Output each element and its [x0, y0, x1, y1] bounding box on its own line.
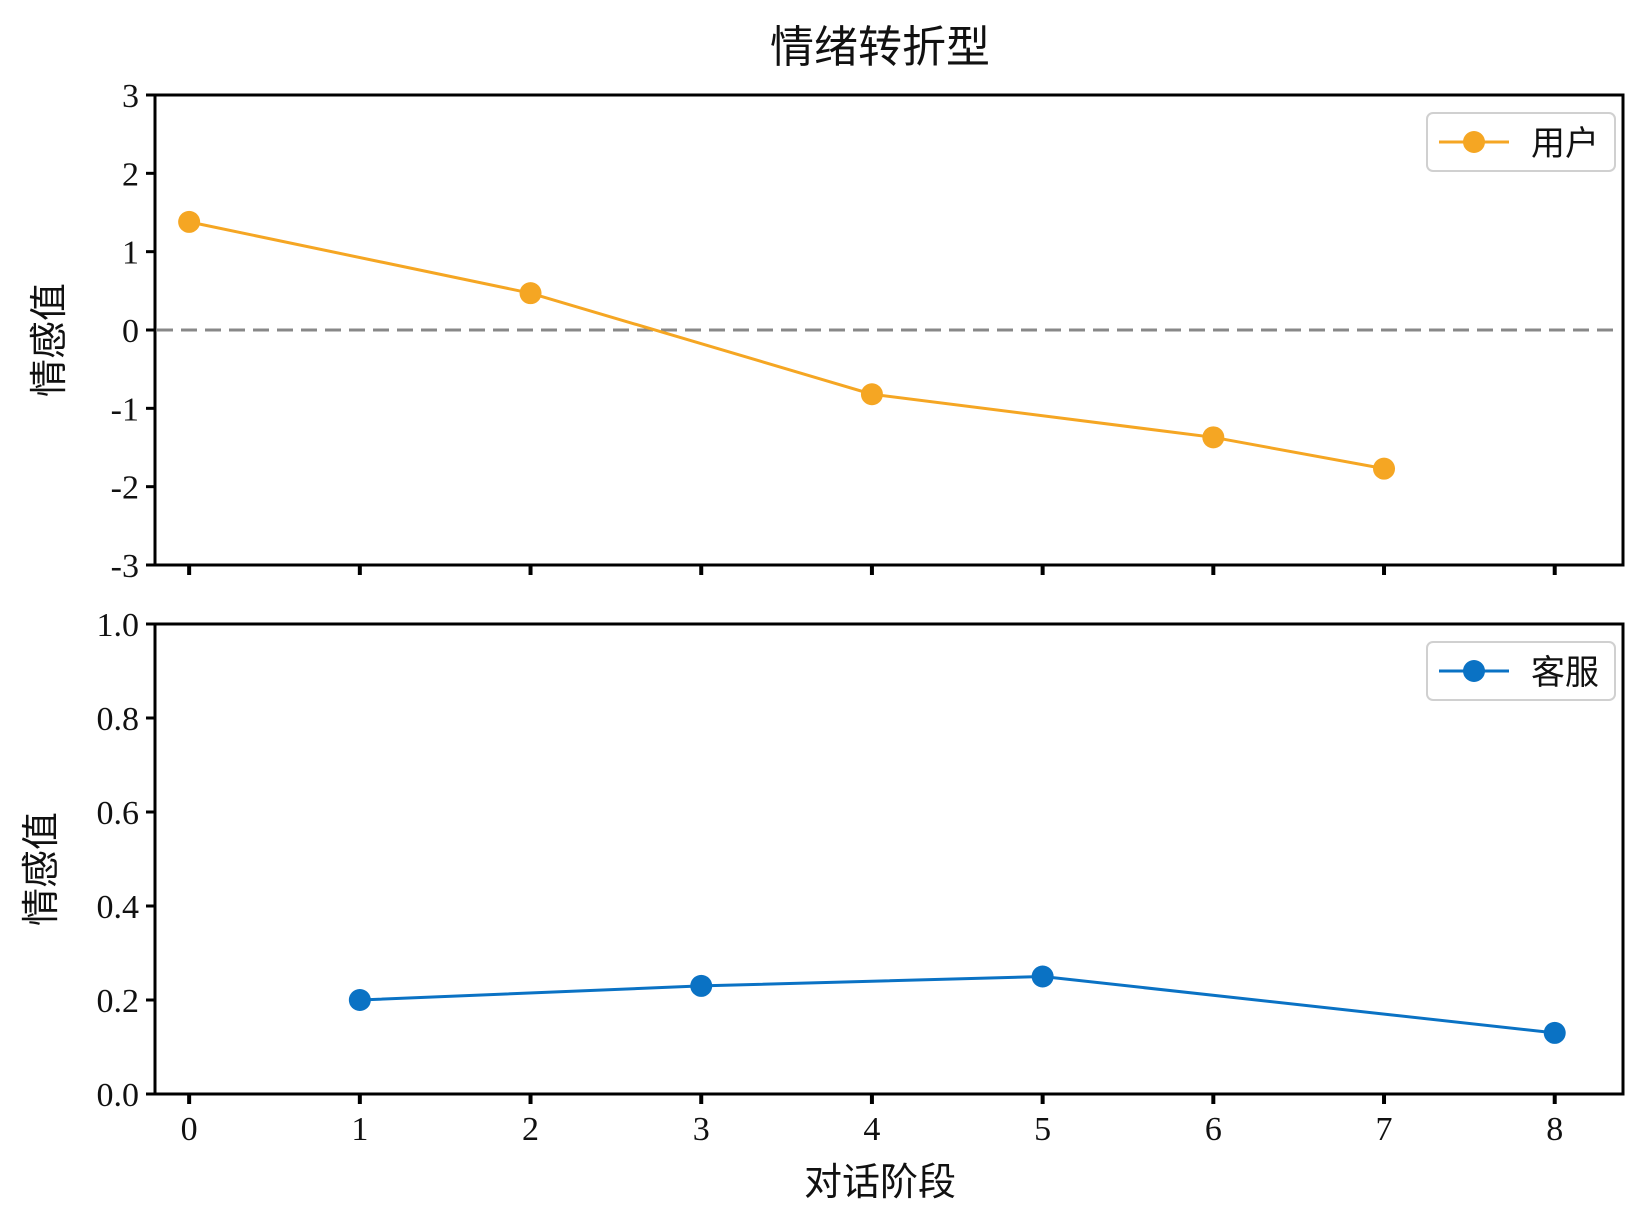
bottom-data-point	[690, 974, 713, 997]
x-tick-label: 4	[863, 1111, 880, 1148]
bottom-y-tick-label: 0.4	[97, 889, 140, 926]
x-tick-label: 5	[1034, 1111, 1051, 1148]
top-legend: 用户	[1426, 112, 1616, 172]
bottom-y-tick-label: 0.0	[97, 1077, 140, 1114]
top-y-tick-label: 3	[122, 78, 139, 115]
bottom-panel-agent: 情感值 1.0 0.8 0.6 0.4 0.2 0.0 0 1 2 3 4 5 6 7 8 客服	[19, 607, 1625, 1148]
bottom-data-point	[1543, 1021, 1566, 1044]
bottom-data-point	[1031, 965, 1054, 988]
bottom-legend-box	[1426, 641, 1616, 701]
bottom-legend-marker	[1463, 660, 1485, 682]
top-y-tick-label: -3	[111, 548, 139, 585]
top-y-tick-label: 1	[122, 235, 139, 272]
x-tick-label: 0	[181, 1111, 198, 1148]
chart-title: 情绪转折型	[770, 22, 990, 73]
top-y-tick-label: 2	[122, 156, 139, 193]
top-data-point	[1373, 457, 1396, 480]
bottom-y-tick-label: 0.8	[97, 701, 140, 738]
top-legend-label: 用户	[1531, 124, 1599, 164]
x-tick-label: 2	[522, 1111, 539, 1148]
bottom-plot-frame	[153, 622, 1625, 1096]
bottom-legend-label: 客服	[1531, 653, 1599, 693]
top-y-tick-label: -1	[111, 391, 139, 428]
top-data-point	[1202, 426, 1225, 449]
x-tick-label: 7	[1376, 1111, 1393, 1148]
x-axis-label: 对话阶段	[804, 1160, 956, 1204]
bottom-y-tick-label: 1.0	[97, 607, 140, 644]
bottom-y-axis-label: 情感值	[19, 812, 63, 926]
top-data-point	[178, 210, 201, 233]
top-y-axis-label: 情感值	[27, 283, 71, 397]
bottom-y-tick-label: 0.2	[97, 983, 140, 1020]
x-tick-label: 1	[351, 1111, 368, 1148]
top-data-point	[519, 282, 542, 305]
bottom-series-line	[359, 974, 1555, 1035]
bottom-data-point	[348, 989, 371, 1011]
x-tick-label: 6	[1205, 1111, 1222, 1148]
x-tick-label: 8	[1546, 1111, 1563, 1148]
bottom-y-tick-label: 0.6	[97, 795, 140, 832]
top-legend-marker	[1463, 131, 1485, 153]
x-tick-label: 3	[693, 1111, 710, 1148]
top-y-tick-label: -2	[111, 470, 139, 507]
top-data-point	[860, 383, 883, 406]
top-y-tick-label: 0	[122, 313, 139, 350]
bottom-legend: 客服	[1426, 641, 1616, 701]
top-legend-box	[1426, 112, 1616, 172]
top-panel-user: 情感值 3 2 1 0 -1 -2 -3 用户	[27, 78, 1625, 585]
